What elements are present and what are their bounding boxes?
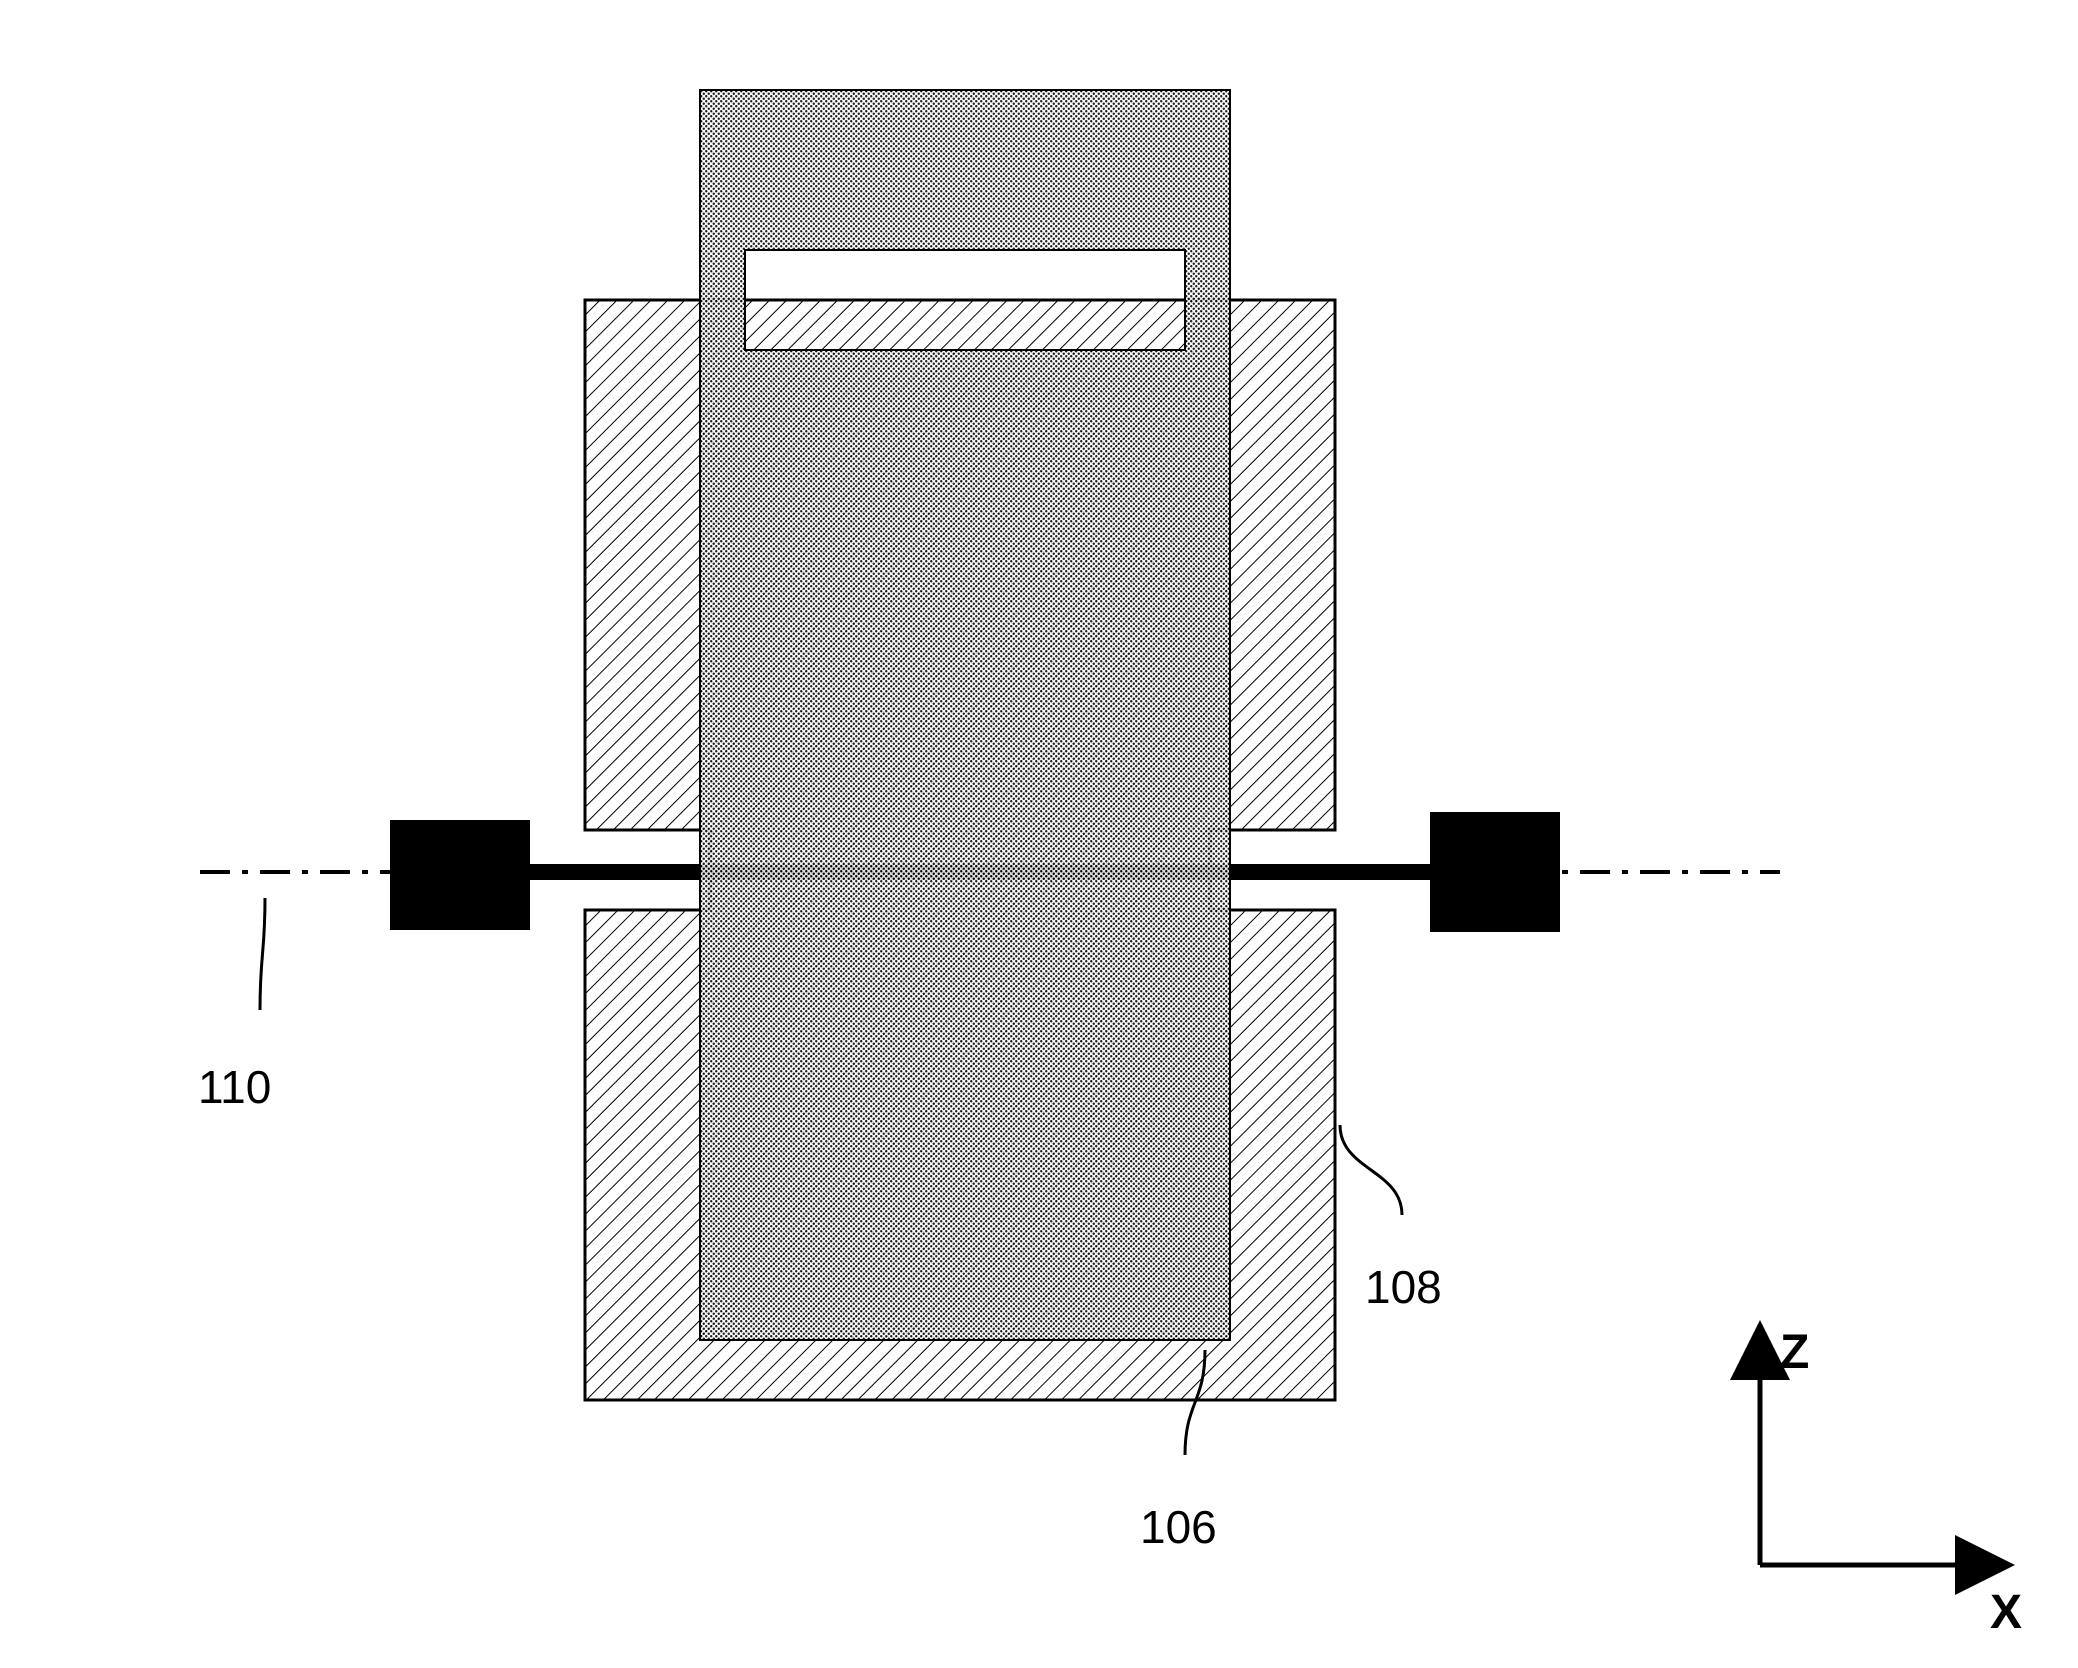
axis-label-x: X xyxy=(1990,1585,2022,1640)
label-106: 106 xyxy=(1140,1500,1217,1554)
diagram-root: 106 108 110 X Z xyxy=(0,0,2078,1668)
end-block-left xyxy=(390,820,530,930)
axis-label-z: Z xyxy=(1780,1325,1809,1380)
callout-leader-108 xyxy=(1340,1125,1402,1215)
label-108: 108 xyxy=(1365,1260,1442,1314)
end-block-right xyxy=(1430,812,1560,932)
dotted-block-106 xyxy=(700,90,1230,1340)
callout-leader-110 xyxy=(260,898,265,1010)
label-110: 110 xyxy=(198,1060,271,1114)
schematic-svg xyxy=(0,0,2078,1668)
